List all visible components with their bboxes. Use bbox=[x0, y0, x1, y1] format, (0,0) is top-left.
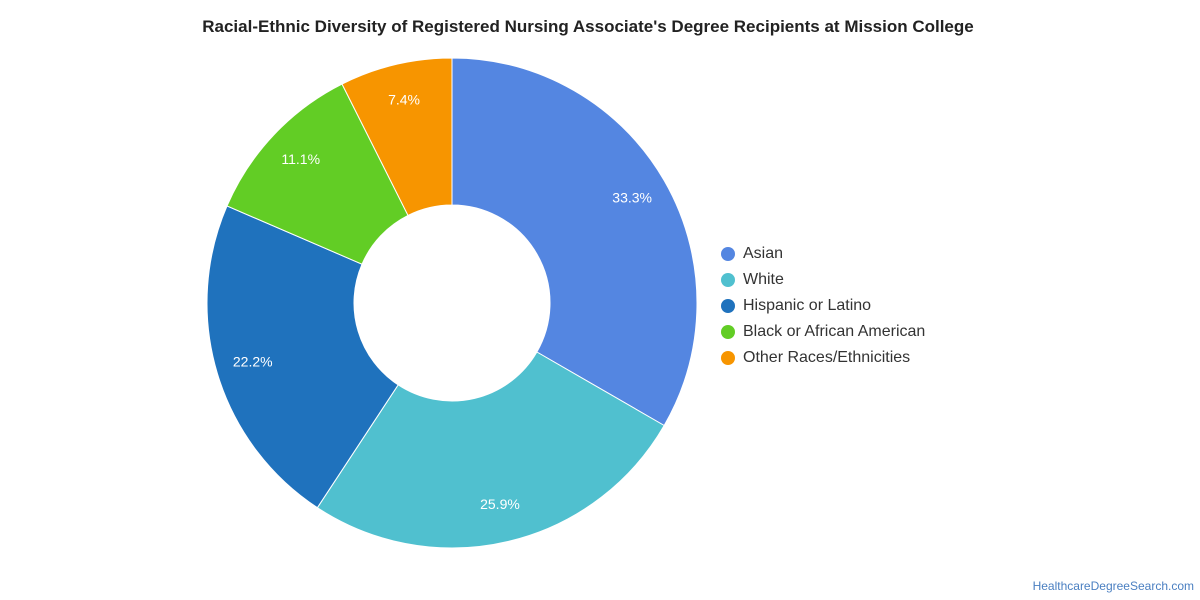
legend-swatch-icon bbox=[721, 299, 735, 313]
legend-label: Other Races/Ethnicities bbox=[743, 349, 911, 366]
slice-hispanic-or-latino[interactable] bbox=[206, 205, 399, 509]
slice-label-hispanic-or-latino: 22.2% bbox=[233, 353, 273, 369]
slice-label-black-or-african-american: 11.1% bbox=[281, 151, 320, 167]
legend-item-hispanic-or-latino[interactable]: Hispanic or Latino bbox=[721, 293, 925, 319]
legend-item-asian[interactable]: Asian bbox=[721, 241, 925, 267]
chart-title: Racial-Ethnic Diversity of Registered Nu… bbox=[202, 17, 974, 36]
legend-swatch-icon bbox=[721, 273, 735, 287]
slice-label-asian: 33.3% bbox=[612, 190, 652, 206]
slice-black-or-african-american[interactable] bbox=[226, 83, 409, 265]
slice-label-white: 25.9% bbox=[480, 496, 520, 512]
legend-item-white[interactable]: White bbox=[721, 267, 925, 293]
legend-item-other-races-ethnicities[interactable]: Other Races/Ethnicities bbox=[721, 345, 925, 371]
source-watermark[interactable]: HealthcareDegreeSearch.com bbox=[1032, 579, 1194, 593]
legend-label: White bbox=[743, 271, 784, 288]
legend-label: Black or African American bbox=[743, 323, 926, 340]
slice-white[interactable] bbox=[316, 351, 665, 549]
legend-swatch-icon bbox=[721, 247, 735, 261]
donut-slices bbox=[206, 57, 698, 549]
slice-asian[interactable] bbox=[451, 57, 698, 427]
slice-label-other-races-ethnicities: 7.4% bbox=[388, 91, 420, 107]
legend-swatch-icon bbox=[721, 351, 735, 365]
legend-label: Hispanic or Latino bbox=[743, 297, 872, 314]
chart-legend: Asian White Hispanic or Latino Black or Afr… bbox=[721, 241, 925, 371]
slice-other-races-ethnicities[interactable] bbox=[341, 57, 453, 217]
legend-item-black-or-african-american[interactable]: Black or African American bbox=[721, 319, 925, 345]
legend-label: Asian bbox=[743, 245, 784, 262]
donut-slice-labels: 33.3% 25.9% 22.2% 11.1% 7.4% bbox=[233, 91, 652, 512]
legend-swatch-icon bbox=[721, 325, 735, 339]
